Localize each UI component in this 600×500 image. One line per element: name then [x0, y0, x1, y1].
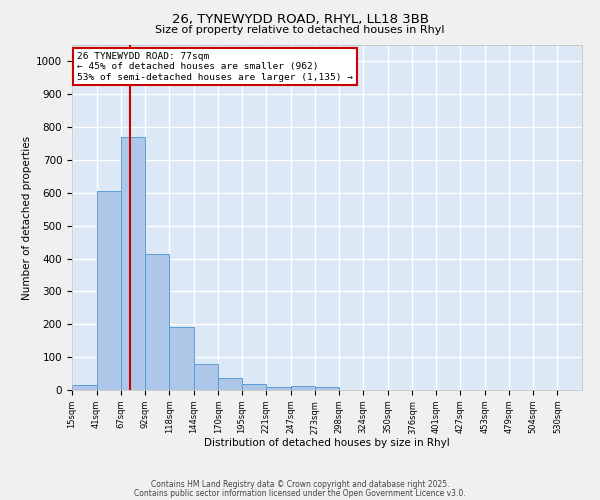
Bar: [218, 378, 242, 390]
Text: Contains HM Land Registry data © Crown copyright and database right 2025.: Contains HM Land Registry data © Crown c…: [151, 480, 449, 489]
Bar: [291, 386, 315, 390]
Bar: [169, 326, 194, 390]
Bar: [266, 387, 291, 390]
Y-axis label: Number of detached properties: Number of detached properties: [22, 136, 32, 300]
Bar: [145, 254, 169, 390]
Text: Size of property relative to detached houses in Rhyl: Size of property relative to detached ho…: [155, 25, 445, 35]
Bar: [315, 388, 339, 390]
Bar: [97, 191, 121, 390]
Bar: [242, 384, 266, 390]
Bar: [121, 137, 145, 390]
Text: 26 TYNEWYDD ROAD: 77sqm
← 45% of detached houses are smaller (962)
53% of semi-d: 26 TYNEWYDD ROAD: 77sqm ← 45% of detache…: [77, 52, 353, 82]
Text: 26, TYNEWYDD ROAD, RHYL, LL18 3BB: 26, TYNEWYDD ROAD, RHYL, LL18 3BB: [172, 12, 428, 26]
Bar: [194, 364, 218, 390]
X-axis label: Distribution of detached houses by size in Rhyl: Distribution of detached houses by size …: [204, 438, 450, 448]
Text: Contains public sector information licensed under the Open Government Licence v3: Contains public sector information licen…: [134, 488, 466, 498]
Bar: [72, 385, 97, 390]
